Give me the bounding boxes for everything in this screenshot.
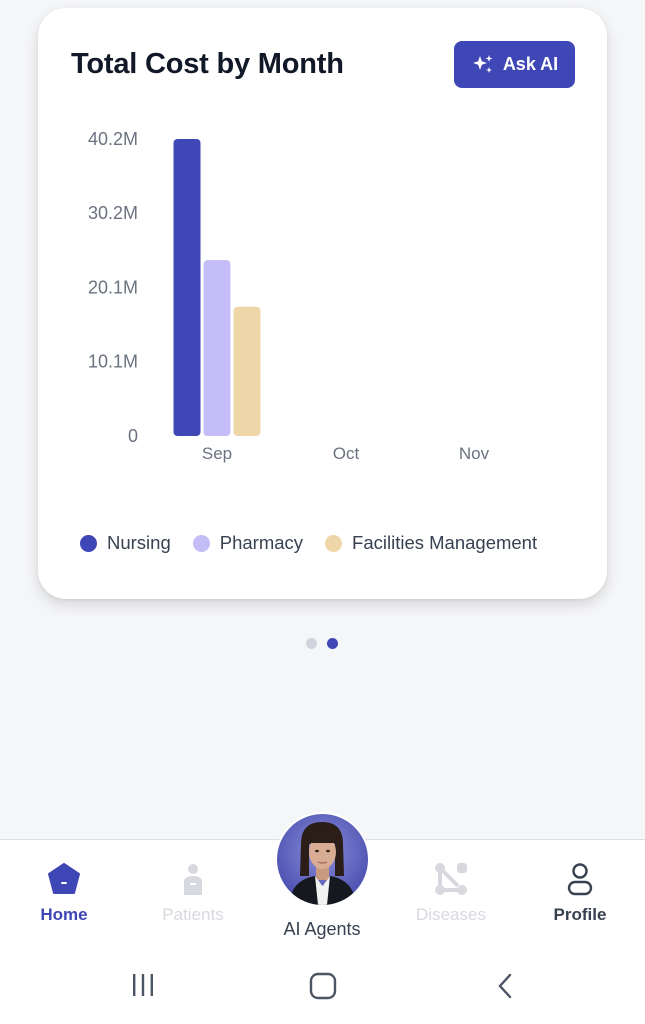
- nav-patients-label: Patients: [162, 905, 224, 924]
- page-indicator: [306, 638, 338, 649]
- nav-profile-label: Profile: [553, 905, 607, 924]
- legend-dot: [325, 534, 343, 552]
- y-tick-label: 20.1M: [88, 278, 138, 298]
- chart-legend: Nursing Pharmacy Facilities Management: [80, 532, 559, 554]
- y-tick-label: 40.2M: [88, 129, 138, 149]
- ai-agent-portrait: [277, 814, 368, 905]
- x-tick-label: Sep: [202, 444, 232, 463]
- nav-home[interactable]: Home: [9, 862, 119, 925]
- legend-item[interactable]: Facilities Management: [325, 532, 537, 554]
- ask-ai-label: Ask AI: [502, 54, 559, 74]
- legend-item[interactable]: Nursing: [80, 532, 171, 554]
- nav-diseases[interactable]: Diseases: [396, 862, 506, 925]
- legend-label: Pharmacy: [219, 532, 304, 553]
- patient-icon: [184, 864, 202, 895]
- ask-ai-button[interactable]: Ask AI: [454, 41, 575, 88]
- legend-label: Nursing: [107, 532, 171, 553]
- nav-diseases-label: Diseases: [416, 905, 486, 924]
- recent-apps-icon[interactable]: [130, 972, 156, 998]
- card-title: Total Cost by Month: [71, 48, 344, 80]
- bar-facilities-management[interactable]: [233, 306, 261, 436]
- y-tick-label: 30.2M: [88, 203, 138, 223]
- bar-pharmacy[interactable]: [203, 260, 231, 436]
- y-tick-label: 0: [128, 426, 138, 446]
- cost-chart-card: Total Cost by Month Ask AI 0 10.1M 20.1M 30…: [38, 8, 607, 599]
- ai-agent-avatar[interactable]: [275, 812, 370, 907]
- back-icon[interactable]: [494, 972, 516, 1000]
- bar-nursing[interactable]: [173, 139, 201, 436]
- profile-icon: [567, 863, 593, 896]
- legend-dot: [192, 534, 210, 552]
- x-tick-label: Nov: [459, 444, 490, 463]
- legend-label: Facilities Management: [352, 532, 538, 553]
- page-dot[interactable]: [306, 638, 317, 649]
- legend-dot: [80, 534, 97, 552]
- page-dot[interactable]: [327, 638, 338, 649]
- diseases-icon: [435, 863, 467, 895]
- nav-profile[interactable]: Profile: [525, 862, 635, 925]
- legend-item[interactable]: Pharmacy: [192, 532, 304, 554]
- y-tick-label: 10.1M: [88, 351, 138, 371]
- nav-patients[interactable]: Patients: [138, 862, 248, 925]
- home-icon: [48, 863, 80, 894]
- sparkle-icon: [472, 54, 493, 73]
- nav-ai-agents-label[interactable]: AI Agents: [283, 919, 361, 939]
- bar-chart: 0 10.1M 20.1M 30.2M 40.2M Sep Oct Nov: [88, 129, 490, 463]
- system-nav-bar: [0, 944, 645, 1024]
- nav-home-label: Home: [40, 905, 88, 924]
- home-button-icon[interactable]: [309, 972, 337, 1000]
- x-tick-label: Oct: [333, 444, 360, 463]
